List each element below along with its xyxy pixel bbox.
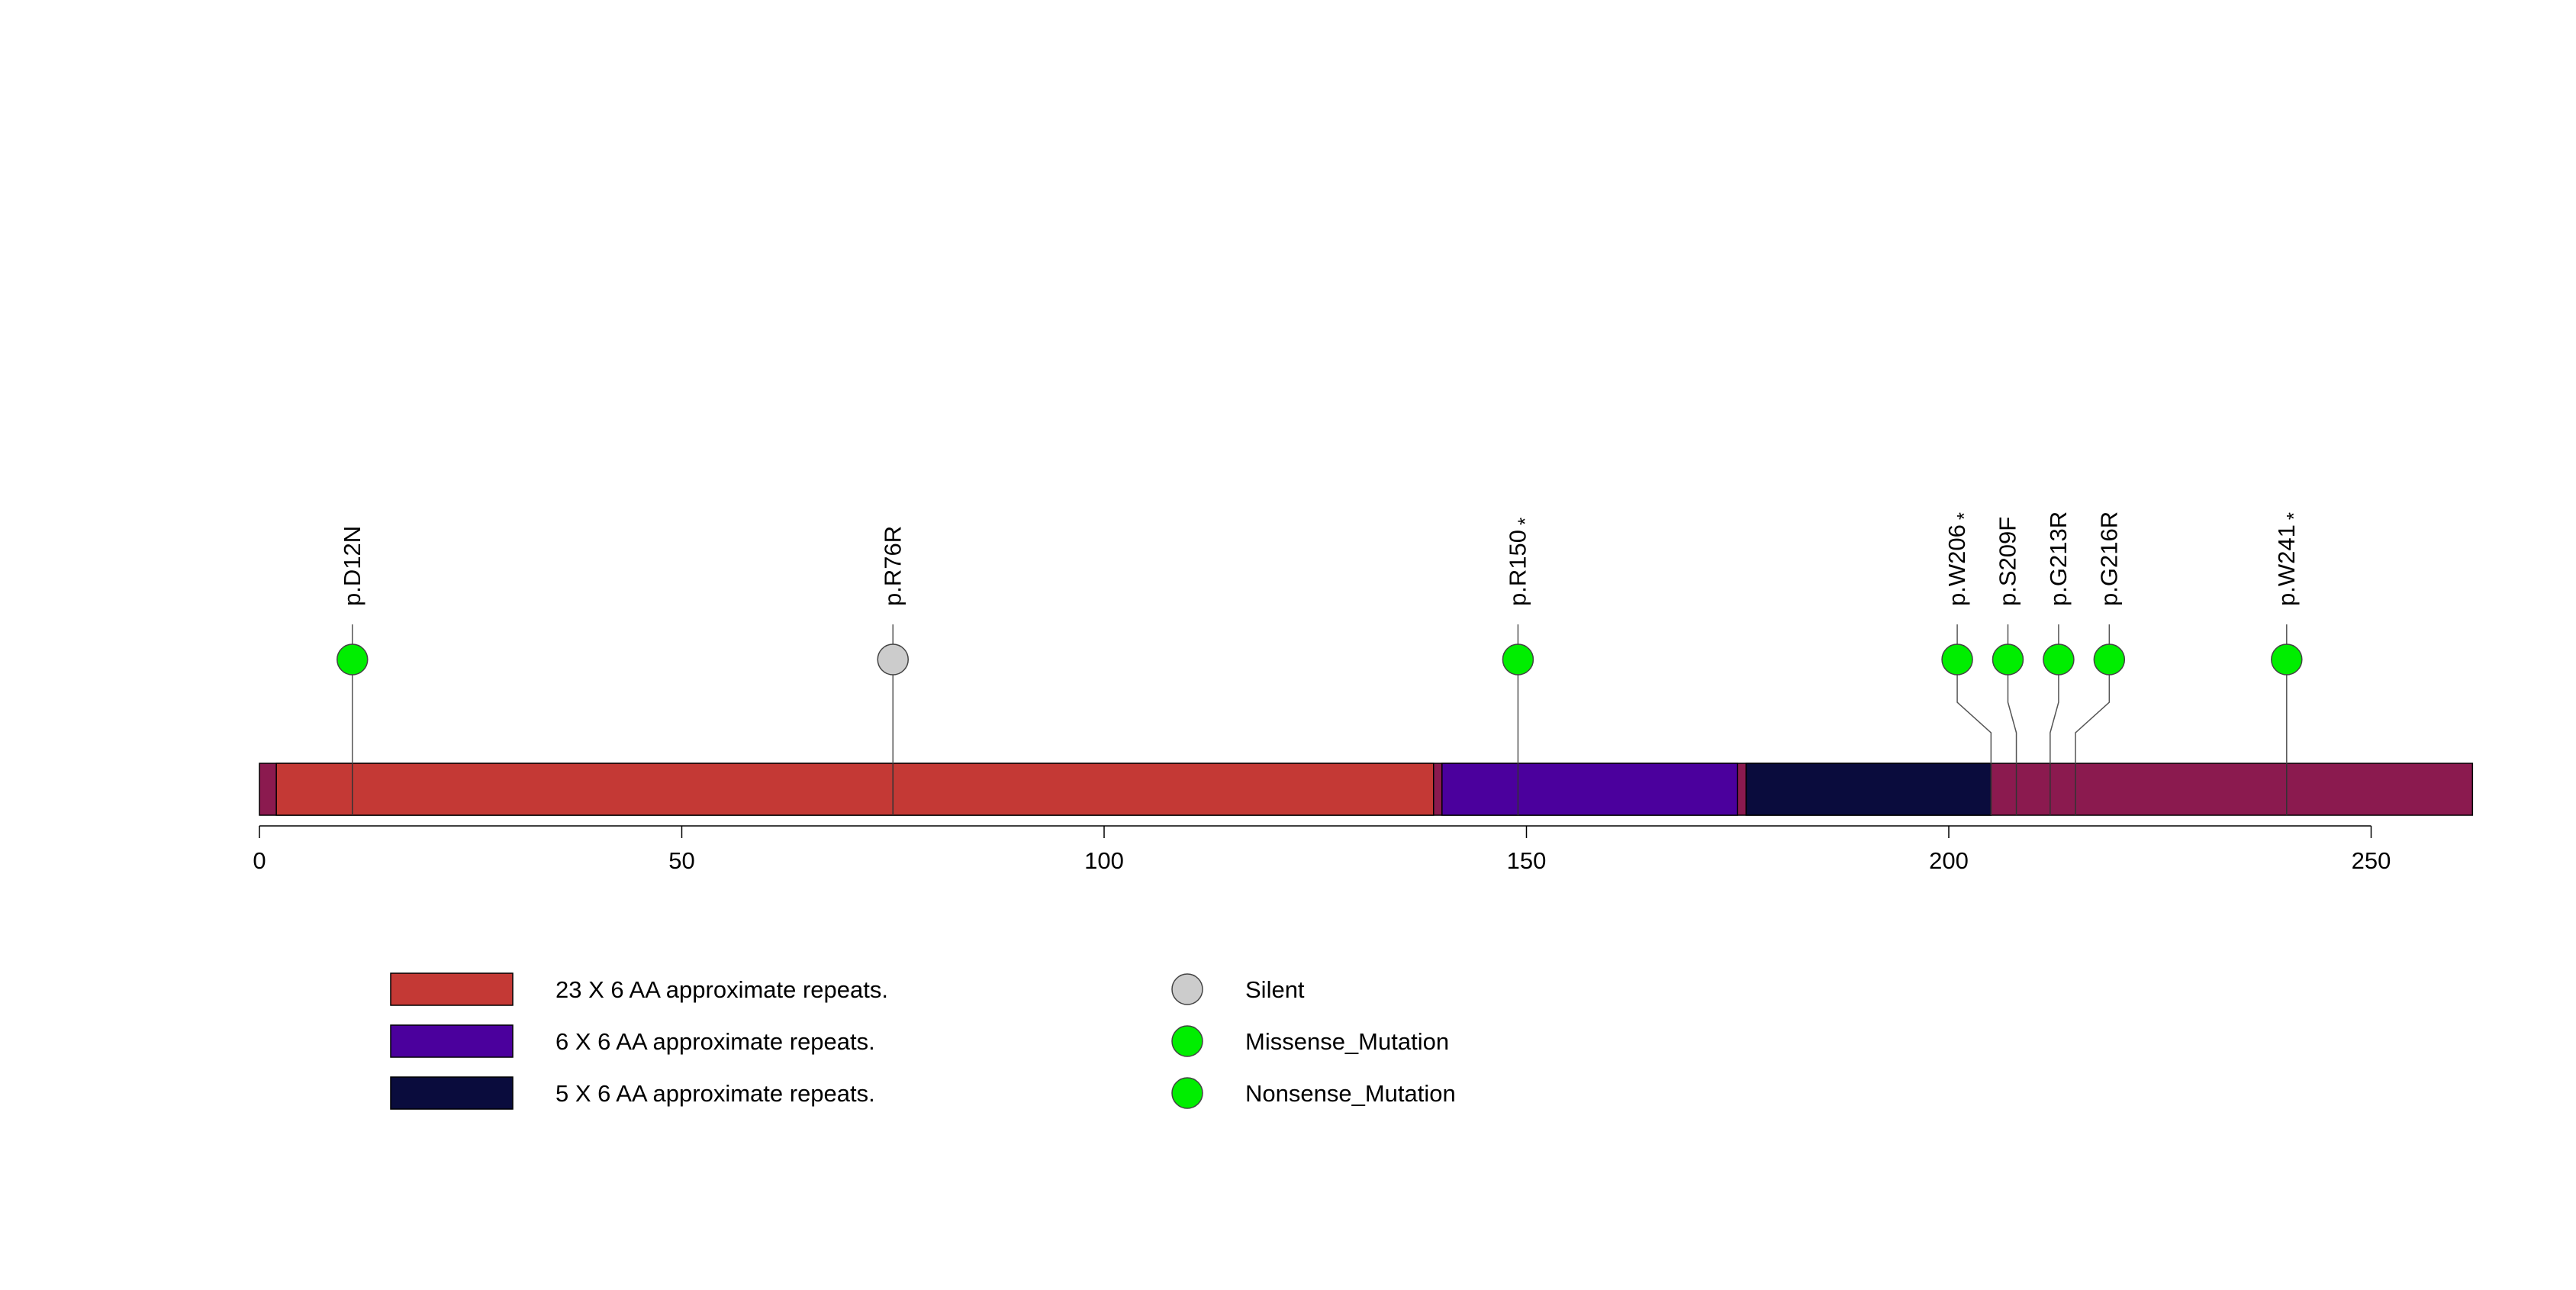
domain-1 [275,763,1435,816]
mutation-stem [2050,660,2059,763]
x-tick-label: 250 [2352,847,2391,874]
mutation-stems [352,624,2288,815]
mutation-marker-pd12n [336,643,369,676]
mutation-label: p.G216R [2095,511,2122,606]
mutation-marker-pr76r [877,643,909,676]
legend-label-silent: Silent [1245,976,1305,1003]
mutation-marker-pg213r [2043,643,2075,676]
legend-swatch-domain-3 [390,1076,514,1110]
legend-label-missense-mutation: Missense_Mutation [1245,1028,1449,1055]
legend-marker-missense-mutation [1171,1025,1203,1057]
mutation-label: p.W241 [2273,524,2300,606]
domain-2 [1441,763,1739,816]
mutation-marker-pr150 [1502,643,1534,676]
mutation-marker-pw206 [1941,643,1973,676]
legend: 23 X 6 AA approximate repeats. 6 X 6 AA a… [390,972,1456,1110]
mutation-markers [336,643,2303,676]
x-tick-label: 50 [668,847,694,874]
mutation-label: p.R76R [879,526,906,606]
domain-3 [1745,763,1992,816]
star-mark: * [1953,512,1975,520]
legend-swatch-domain-1 [390,972,514,1006]
mutation-label: p.W206 [1943,524,1970,606]
x-tick-label: 0 [253,847,266,874]
x-tick-label: 150 [1507,847,1547,874]
mutation-marker-pg216r [2093,643,2126,676]
mutation-stem [2007,660,2017,763]
mutation-label: p.R150 [1504,530,1531,606]
legend-label-domain-2: 6 X 6 AA approximate repeats. [555,1028,875,1055]
legend-swatch-domain-2 [390,1024,514,1058]
mutation-label: p.S209F [1994,517,2021,606]
mutation-labels: p.D12N p.R76R p.R150 * p.W206 * p.S209F p.G213R… [339,511,2305,606]
legend-label-domain-3: 5 X 6 AA approximate repeats. [555,1080,875,1107]
legend-label-domain-1: 23 X 6 AA approximate repeats. [555,976,888,1003]
x-axis: 0 50 100 150 200 250 [253,825,2391,874]
star-mark: * [2282,512,2305,520]
protein-track [259,763,2474,816]
legend-label-nonsense-mutation: Nonsense_Mutation [1245,1080,1456,1107]
mutation-stem [1956,660,1992,763]
mutation-label: p.D12N [339,526,365,606]
mutation-label: p.G213R [2045,511,2072,606]
legend-marker-nonsense-mutation [1171,1077,1203,1109]
mutation-marker-ps209f [1992,643,2024,676]
star-mark: * [1513,518,1536,525]
x-tick-label: 100 [1084,847,1124,874]
mutation-stem [2075,660,2111,763]
x-tick-label: 200 [1929,847,1969,874]
mutation-marker-pw241 [2271,643,2303,676]
legend-marker-silent [1171,973,1203,1005]
